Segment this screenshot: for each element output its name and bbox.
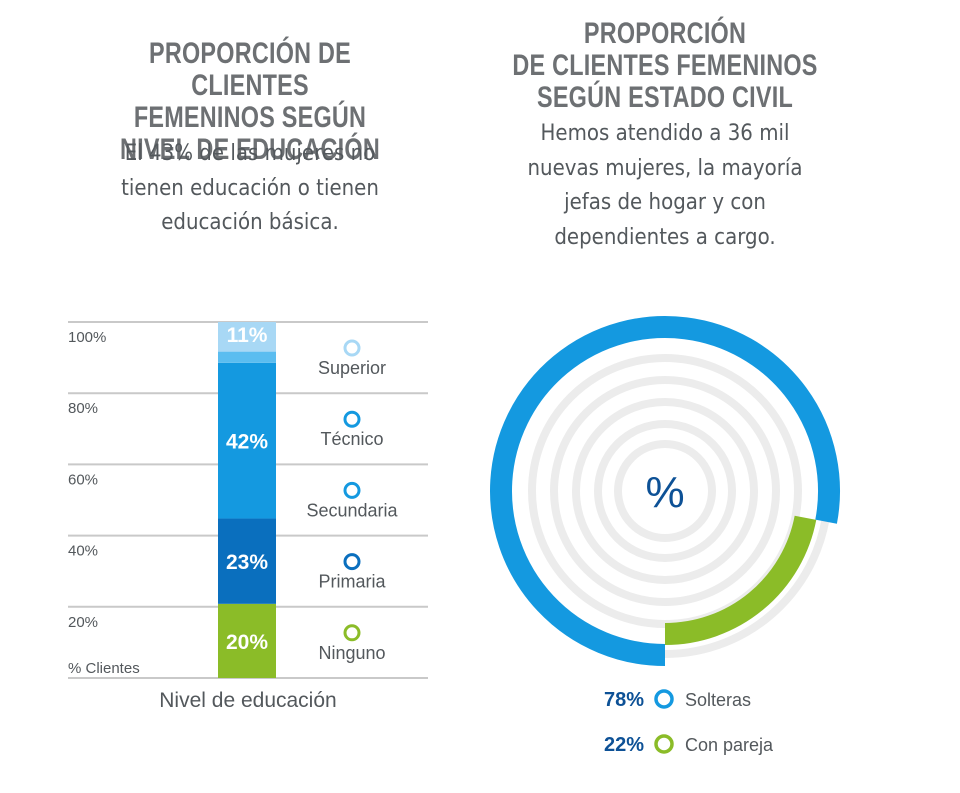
- civil-status-legend: 78% Solteras 22% Con pareja: [604, 689, 774, 756]
- decorative-ring: [614, 440, 716, 542]
- donut-slice: [490, 316, 840, 666]
- y-tick-label: 20%: [68, 614, 98, 631]
- stacked-bar: 20% 23% 42% 11%: [218, 322, 276, 678]
- center-percent-label: %: [645, 468, 684, 517]
- donut-arcs: [490, 316, 840, 666]
- legend-level-label: Primaria: [318, 572, 386, 592]
- education-bar-chart: 100% 80% 60% 40% 20% 20% 23% 42% 11% Superior Té…: [68, 321, 428, 712]
- decorative-ring: [594, 420, 736, 562]
- legend-ring-icon: [343, 553, 361, 571]
- title-line: FEMENINOS SEGÚN: [133, 101, 367, 134]
- subtitle-line: tienen educación o tienen: [121, 175, 379, 201]
- bar-segment-strip: [218, 351, 276, 363]
- subtitle-line: Hemos atendido a 36 mil: [540, 121, 790, 146]
- legend-ring-icon: [343, 410, 361, 428]
- education-chart-title: PROPORCIÓN DE CLIENTES FEMENINOS SEGÚN N…: [102, 38, 398, 166]
- bar-segment: [218, 362, 276, 519]
- x-axis-label: Nivel de educación: [159, 689, 336, 712]
- title-line: DE CLIENTES FEMENINOS: [512, 49, 818, 82]
- bar-segment: [218, 518, 276, 604]
- subtitle-line: nuevas mujeres, la mayoría: [527, 155, 803, 181]
- legend-label: Con pareja: [685, 735, 774, 755]
- bar-value-label: 11%: [227, 324, 268, 347]
- decorative-ring: [528, 354, 802, 628]
- legend-ring-icon: [343, 339, 361, 357]
- subtitle-line: dependientes a cargo.: [554, 224, 776, 250]
- y-tick-label: 80%: [68, 400, 98, 417]
- education-chart-subtitle: El 43% de las mujeres no tienen educació…: [79, 137, 421, 241]
- legend-ring-icon: [654, 689, 674, 709]
- bar-value-label: 20%: [226, 631, 268, 654]
- legend-ring-icon: [343, 624, 361, 642]
- education-legend: Superior Técnico Secundaria Primaria Ninguno: [306, 339, 399, 663]
- subtitle-line: jefas de hogar y con: [564, 190, 766, 215]
- title-line: PROPORCIÓN: [583, 17, 747, 50]
- legend-ring-icon: [654, 734, 674, 754]
- civil-status-chart-title: PROPORCIÓN DE CLIENTES FEMENINOS SEGÚN E…: [497, 18, 832, 114]
- legend-value: 22%: [604, 734, 644, 756]
- civil-status-chart-subtitle: Hemos atendido a 36 mil nuevas mujeres, …: [472, 117, 859, 255]
- bar-segment: [218, 603, 276, 678]
- bar-value-label: 42%: [226, 431, 268, 454]
- bar-chart-y-ticks: 100% 80% 60% 40% 20%: [68, 329, 106, 631]
- subtitle-line: educación básica.: [161, 210, 339, 235]
- civil-status-donut-chart: % 78% Solteras 22% Con pareja: [490, 316, 840, 756]
- subtitle-line: El 43% de las mujeres no: [124, 141, 376, 166]
- legend-value: 78%: [604, 689, 644, 711]
- legend-level-label: Ninguno: [318, 643, 385, 663]
- center-disc: [632, 458, 698, 524]
- y-tick-label: 40%: [68, 543, 98, 560]
- bar-value-label: 23%: [226, 551, 268, 574]
- y-tick-label: 100%: [68, 329, 106, 346]
- decorative-ring: [550, 376, 780, 606]
- title-line: PROPORCIÓN DE CLIENTES: [149, 37, 351, 102]
- legend-level-label: Superior: [318, 358, 386, 378]
- y-axis-label: % Clientes: [68, 660, 140, 677]
- legend-level-label: Secundaria: [306, 500, 398, 520]
- donut-slice: [664, 515, 817, 645]
- title-line: NIVEL DE EDUCACIÓN: [120, 133, 380, 166]
- y-tick-label: 60%: [68, 471, 98, 488]
- title-line: SEGÚN ESTADO CIVIL: [536, 81, 794, 114]
- legend-ring-icon: [343, 481, 361, 499]
- legend-label: Solteras: [685, 690, 751, 710]
- decorative-ring: [572, 398, 758, 584]
- legend-level-label: Técnico: [320, 429, 383, 449]
